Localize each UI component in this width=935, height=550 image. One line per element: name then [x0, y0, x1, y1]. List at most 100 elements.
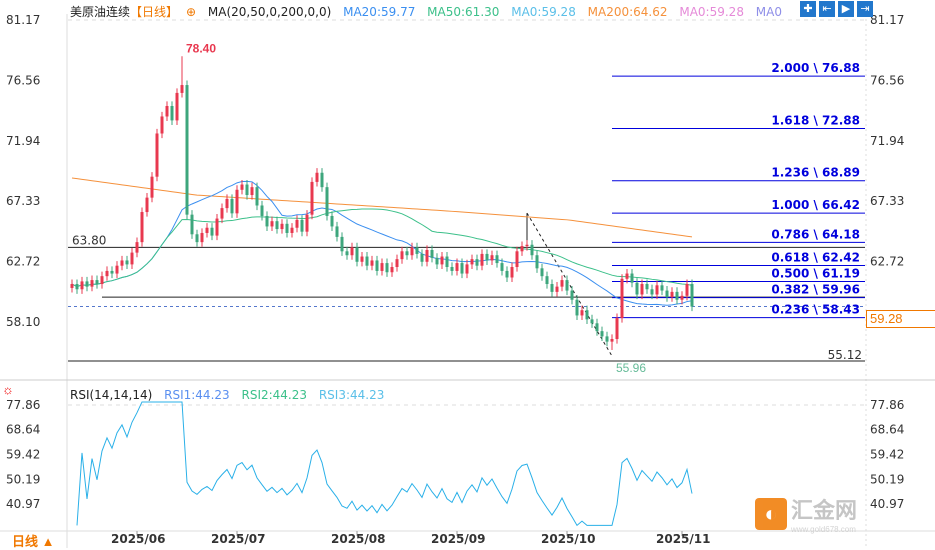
left-price-tick: 81.17	[6, 13, 40, 27]
candle-body	[535, 255, 539, 269]
candle-body	[405, 251, 409, 256]
candle-body	[560, 280, 564, 287]
candle-body	[510, 267, 514, 278]
candle-body	[175, 92, 179, 121]
candle-body	[205, 227, 209, 233]
candle-body	[345, 251, 349, 256]
candle-body	[300, 219, 304, 232]
candle-body	[485, 253, 489, 261]
candle-body	[600, 331, 604, 337]
candle-body	[100, 276, 104, 285]
candle-body	[220, 208, 224, 219]
candle-body	[105, 270, 109, 277]
left-price-tick: 58.10	[6, 315, 40, 329]
add-indicator-icon[interactable]: ⊕	[186, 5, 197, 19]
candle-body	[570, 290, 574, 300]
right-rsi-tick: 40.97	[870, 497, 904, 511]
candle-body	[200, 232, 204, 243]
fib-level-label: 2.000 \ 76.88	[771, 61, 860, 75]
ma0-value-2: MA0:59.28	[679, 5, 744, 19]
candle-body	[230, 198, 234, 214]
period-tag[interactable]: 【日线】	[130, 5, 179, 19]
candle-body	[435, 257, 439, 265]
candle-body	[70, 284, 74, 288]
candle-body	[670, 291, 674, 298]
fib-level-label: 0.618 \ 62.42	[771, 250, 860, 264]
period-selector[interactable]: 日线 ▲	[12, 534, 55, 549]
candle-body	[320, 172, 324, 188]
candle-body	[440, 256, 444, 265]
candle-body	[620, 278, 624, 319]
ma50-value: MA50:61.30	[427, 5, 500, 19]
candle-body	[545, 276, 549, 285]
play-icon[interactable]: ▶	[838, 1, 854, 17]
left-rsi-tick: 50.19	[6, 472, 40, 486]
ma20-value: MA20:59.77	[343, 5, 416, 19]
candle-body	[640, 284, 644, 295]
candle-body	[340, 236, 344, 252]
candle-body	[290, 227, 294, 233]
candle-body	[305, 214, 309, 232]
candle-body	[135, 242, 139, 253]
candle-body	[520, 246, 524, 252]
left-rsi-tick: 77.86	[6, 398, 40, 412]
candle-body	[195, 234, 199, 243]
left-price-tick: 62.72	[6, 255, 40, 269]
zoom-range-icon[interactable]: ⇤	[819, 1, 835, 17]
fib-level-label: 0.500 \ 61.19	[771, 267, 860, 281]
fib-level-label: 0.786 \ 64.18	[771, 227, 860, 241]
crosshair-icon[interactable]: ✚	[800, 1, 816, 17]
candle-body	[575, 299, 579, 316]
candle-body	[350, 247, 354, 256]
candle-body	[125, 260, 129, 265]
candle-body	[660, 285, 664, 291]
candle-body	[355, 247, 359, 262]
rsi-line	[76, 401, 693, 527]
candle-body	[450, 267, 454, 271]
candle-body	[565, 280, 569, 291]
candle-body	[425, 249, 429, 262]
right-rsi-tick: 68.64	[870, 423, 904, 437]
candle-body	[410, 247, 414, 256]
candle-body	[460, 263, 464, 274]
candle-body	[475, 259, 479, 266]
scroll-end-icon[interactable]: ⇥	[857, 1, 873, 17]
candle-body	[525, 244, 529, 247]
fib-level-label: 0.236 \ 58.43	[771, 303, 860, 317]
candle-body	[580, 310, 584, 316]
horizontal-line-label: 55.12	[828, 348, 862, 362]
candle-body	[215, 218, 219, 236]
settings-sun-icon[interactable]: ☼	[2, 382, 14, 397]
fib-level-label: 1.618 \ 72.88	[771, 114, 860, 128]
candle-body	[225, 198, 229, 209]
logo-icon: ◐	[755, 497, 787, 530]
fib-level-label: 1.236 \ 68.89	[771, 166, 860, 180]
candle-body	[285, 223, 289, 233]
logo-text: 汇金网 www.gold678.com	[791, 498, 858, 534]
rsi2-value: RSI2:44.23	[241, 388, 308, 402]
candle-body	[185, 85, 189, 215]
left-price-tick: 76.56	[6, 73, 40, 87]
candle-body	[415, 247, 419, 254]
candle-body	[190, 214, 194, 235]
candle-body	[145, 197, 149, 213]
candle-body	[675, 291, 679, 300]
right-price-tick: 71.94	[870, 134, 904, 148]
candle-body	[155, 133, 159, 177]
candle-body	[420, 253, 424, 262]
chart-toolbar: ✚ ⇤ ▶ ⇥	[800, 1, 873, 17]
candle-body	[515, 251, 519, 268]
rsi-settings[interactable]: RSI(14,14,14)	[70, 388, 153, 402]
date-tick-label: 2025/10	[541, 532, 595, 546]
candle-body	[455, 263, 459, 271]
candle-body	[150, 176, 154, 198]
ma-settings[interactable]: MA(20,50,0,200,0,0)	[207, 5, 332, 19]
fib-trend-line	[526, 212, 613, 357]
candle-body	[540, 268, 544, 277]
candle-body	[245, 184, 249, 196]
ma200-value: MA200:64.62	[587, 5, 668, 19]
candle-body	[370, 260, 374, 266]
right-price-tick: 76.56	[870, 73, 904, 87]
right-rsi-tick: 59.42	[870, 447, 904, 461]
